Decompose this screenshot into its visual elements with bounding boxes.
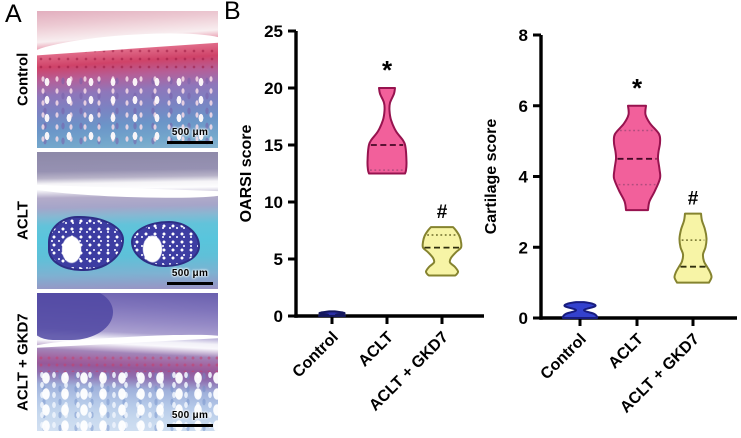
scale-bar: 500 μm (167, 405, 213, 427)
svg-text:Control: Control (538, 331, 590, 383)
svg-text:OARSI score: OARSI score (238, 124, 255, 222)
histology-image-aclt-gkd7: 500 μm (37, 293, 218, 431)
svg-text:2: 2 (519, 238, 528, 257)
scale-bar-line (167, 282, 213, 285)
scale-bar-label: 500 μm (171, 127, 209, 138)
svg-text:4: 4 (519, 168, 529, 187)
significance-marker: # (688, 189, 699, 210)
scale-bar-label: 500 μm (171, 410, 209, 421)
panel-b-label: B (224, 0, 241, 25)
histology-image-control: 500 μm (37, 11, 218, 148)
svg-text:6: 6 (519, 97, 528, 116)
scale-bar-line (167, 424, 213, 427)
svg-text:ACLT: ACLT (355, 329, 397, 371)
scale-bar: 500 μm (167, 122, 213, 144)
histology-image-aclt: 500 μm (37, 152, 218, 289)
scale-bar-line (167, 141, 213, 144)
svg-text:0: 0 (274, 307, 283, 326)
scale-bar-label: 500 μm (171, 268, 209, 279)
panel-a-label: A (5, 0, 22, 28)
trabecular-bone-texture (37, 370, 218, 431)
svg-text:20: 20 (264, 79, 283, 98)
svg-text:8: 8 (519, 26, 528, 45)
bone-blob (47, 216, 125, 272)
svg-text:15: 15 (264, 136, 283, 155)
significance-marker: # (437, 202, 448, 223)
cartilage-stain-texture (37, 353, 218, 372)
svg-text:25: 25 (264, 22, 283, 41)
significance-marker: * (382, 55, 393, 85)
trabecular-bone-texture (37, 74, 218, 148)
bone-blob (131, 220, 201, 267)
svg-text:Control: Control (290, 329, 342, 381)
svg-text:10: 10 (264, 193, 283, 212)
svg-text:0: 0 (519, 309, 528, 328)
svg-text:5: 5 (274, 250, 283, 269)
tissue-patch (37, 293, 114, 340)
svg-text:ACLT: ACLT (605, 331, 647, 373)
scale-bar: 500 μm (167, 263, 213, 285)
svg-text:Cartilage score: Cartilage score (483, 119, 500, 235)
significance-marker: * (632, 73, 643, 103)
